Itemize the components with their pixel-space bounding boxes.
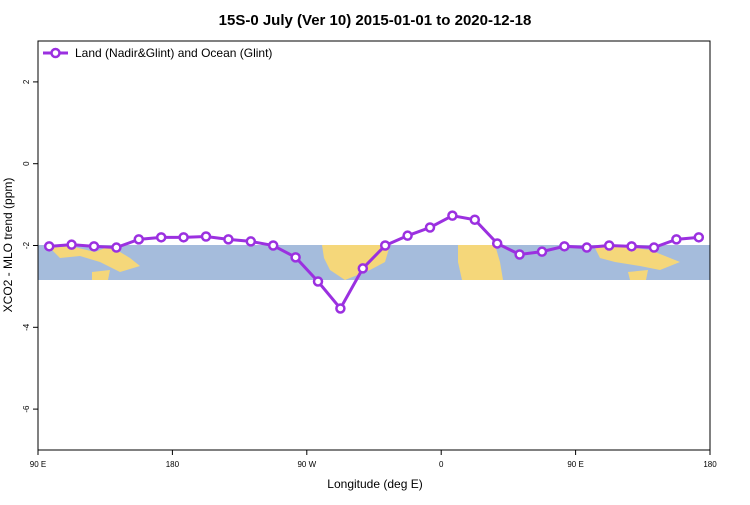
y-tick-label: -6 — [22, 405, 31, 413]
y-tick-label: 2 — [22, 79, 31, 84]
map-strip — [38, 245, 710, 280]
land — [595, 246, 680, 270]
y-tick-label: -4 — [22, 323, 31, 331]
x-tick-label: 90 E — [567, 460, 583, 469]
x-tick-label: 0 — [439, 460, 444, 469]
land — [92, 270, 110, 280]
point — [43, 241, 55, 252]
point — [223, 234, 234, 245]
point — [178, 232, 189, 243]
land — [322, 245, 390, 280]
point — [290, 252, 301, 263]
x-tick-label: 90 W — [297, 460, 316, 469]
point — [447, 210, 458, 221]
point — [648, 242, 660, 253]
point — [626, 241, 637, 252]
point — [671, 234, 682, 245]
land — [628, 270, 648, 280]
point — [559, 241, 570, 252]
x-tick-label: 180 — [166, 460, 180, 469]
legend-marker — [50, 47, 61, 59]
x-tick-label: 180 — [703, 460, 717, 469]
point — [155, 232, 167, 243]
point — [603, 240, 615, 251]
point — [693, 232, 705, 243]
point — [379, 240, 391, 251]
point — [245, 236, 257, 247]
x-axis-label: Longitude (deg E) — [327, 477, 422, 491]
chart-title: 15S-0 July (Ver 10) 2015-01-01 to 2020-1… — [219, 12, 532, 29]
point — [402, 230, 413, 241]
point — [536, 246, 548, 257]
point — [491, 238, 503, 249]
y-tick-label: 0 — [22, 161, 31, 166]
point — [335, 303, 346, 314]
y-tick-label: -2 — [22, 241, 31, 249]
point — [424, 222, 436, 233]
point — [133, 234, 145, 245]
legend-label: Land (Nadir&Glint) and Ocean (Glint) — [75, 46, 272, 60]
point — [357, 263, 369, 274]
land — [458, 245, 503, 280]
x-tick-label: 90 E — [30, 460, 46, 469]
point — [581, 242, 593, 253]
point — [111, 242, 122, 253]
point — [200, 231, 212, 242]
point — [267, 240, 279, 251]
point — [514, 249, 525, 260]
point — [312, 276, 324, 287]
point — [469, 214, 481, 225]
point — [66, 239, 77, 250]
point — [88, 241, 100, 252]
y-axis-label: XCO2 - MLO trend (ppm) — [1, 178, 15, 313]
